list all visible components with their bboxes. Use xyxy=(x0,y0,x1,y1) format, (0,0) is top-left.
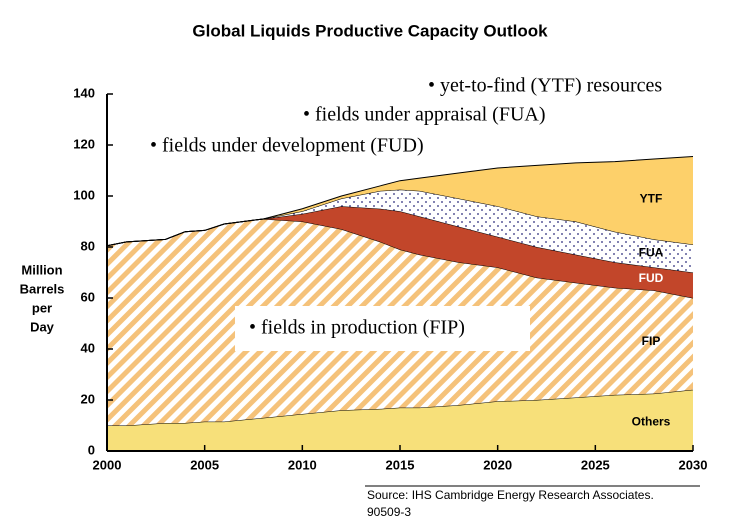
area xyxy=(107,206,693,298)
series-label: Others xyxy=(632,414,671,428)
y-tick-label: 140 xyxy=(73,85,95,100)
area xyxy=(107,189,693,273)
area xyxy=(107,389,693,451)
x-tick-label: 2005 xyxy=(190,457,219,472)
x-tick-label: 2030 xyxy=(679,457,708,472)
y-axis-label: Barrels xyxy=(20,281,65,296)
chart-title: Global Liquids Productive Capacity Outlo… xyxy=(192,21,548,40)
x-tick-label: 2010 xyxy=(288,457,317,472)
x-tick-label: 2000 xyxy=(93,457,122,472)
y-tick-label: 120 xyxy=(73,136,95,151)
x-tick-label: 2020 xyxy=(483,457,512,472)
y-tick-label: 60 xyxy=(81,289,95,304)
x-tick-label: 2015 xyxy=(386,457,415,472)
area-outline xyxy=(106,155,694,247)
annotation: • fields under appraisal (FUA) xyxy=(303,104,546,126)
y-axis-label: Day xyxy=(30,319,55,334)
series-label: YTF xyxy=(640,191,663,205)
y-axis-label: per xyxy=(32,300,52,315)
series-label: FUD xyxy=(639,271,664,285)
source: Source: IHS Cambridge Energy Research As… xyxy=(367,488,654,502)
source: 90509-3 xyxy=(367,505,411,519)
area xyxy=(107,156,693,246)
x-tick-label: 2025 xyxy=(581,457,610,472)
annotation-box xyxy=(235,306,530,351)
y-tick-label: 20 xyxy=(81,391,95,406)
y-tick-label: 80 xyxy=(81,238,95,253)
series-label: FIP xyxy=(642,334,661,348)
y-tick-label: 0 xyxy=(88,442,95,457)
annotation: • yet-to-find (YTF) resources xyxy=(428,75,662,97)
annotation: • fields in production (FIP) xyxy=(249,317,465,339)
series-label: FUA xyxy=(639,246,664,260)
y-axis-label: Million xyxy=(21,262,62,277)
y-tick-label: 100 xyxy=(73,187,95,202)
annotation: • fields under development (FUD) xyxy=(150,135,424,157)
y-tick-label: 40 xyxy=(81,340,95,355)
